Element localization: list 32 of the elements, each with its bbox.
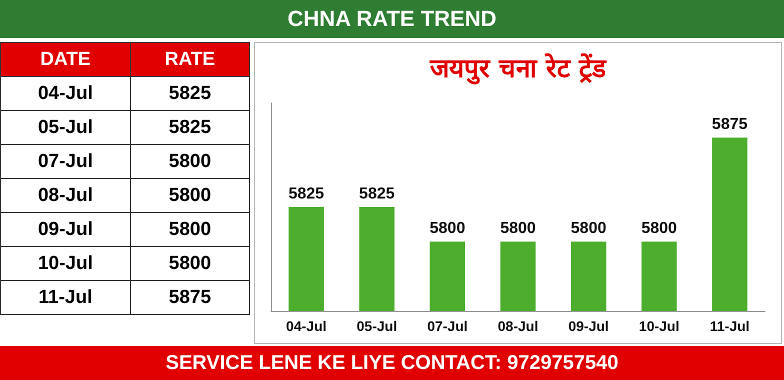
- category-label: 09-Jul: [0, 212, 130, 246]
- data-label: 5825: [130, 76, 250, 110]
- x-tick-label: 11-Jul: [710, 318, 750, 334]
- data-label: 5825: [130, 110, 250, 144]
- data-label: 5800: [430, 220, 466, 238]
- text: DATE: [0, 42, 130, 76]
- x-tick-label: 09-Jul: [568, 318, 609, 334]
- category-label: 10-Jul: [0, 246, 130, 280]
- x-tick-label: 05-Jul: [356, 318, 398, 334]
- x-tick-label: 04-Jul: [286, 318, 327, 334]
- data-label: 5800: [500, 220, 536, 238]
- data-label: 5800: [130, 144, 250, 178]
- data-label: 5800: [130, 246, 250, 280]
- data-label: 5875: [712, 116, 748, 134]
- data-label: 5800: [130, 212, 250, 246]
- category-label: 07-Jul: [0, 144, 130, 178]
- x-tick-label: 07-Jul: [427, 318, 468, 334]
- category-label: 04-Jul: [0, 76, 130, 110]
- data-label: 5800: [641, 220, 678, 238]
- data-label: 5825: [288, 186, 324, 202]
- text: SERVICE LENE KE LIYE CONTACT: 9729757540: [0, 346, 784, 380]
- x-tick-label: 10-Jul: [638, 318, 680, 334]
- x-tick-label: 08-Jul: [498, 318, 538, 334]
- chart-title: CHNA RATE TREND: [0, 0, 784, 38]
- data-label: 5800: [130, 178, 250, 212]
- data-label: 5875: [130, 280, 250, 314]
- chart-subtitle: जयपुर चना रेट ट्रेंड: [428, 53, 608, 85]
- data-label: 5825: [359, 186, 395, 202]
- category-label: 08-Jul: [0, 178, 130, 212]
- category-label: 05-Jul: [0, 110, 130, 144]
- text: RATE: [130, 42, 250, 76]
- data-label: 5800: [570, 220, 606, 238]
